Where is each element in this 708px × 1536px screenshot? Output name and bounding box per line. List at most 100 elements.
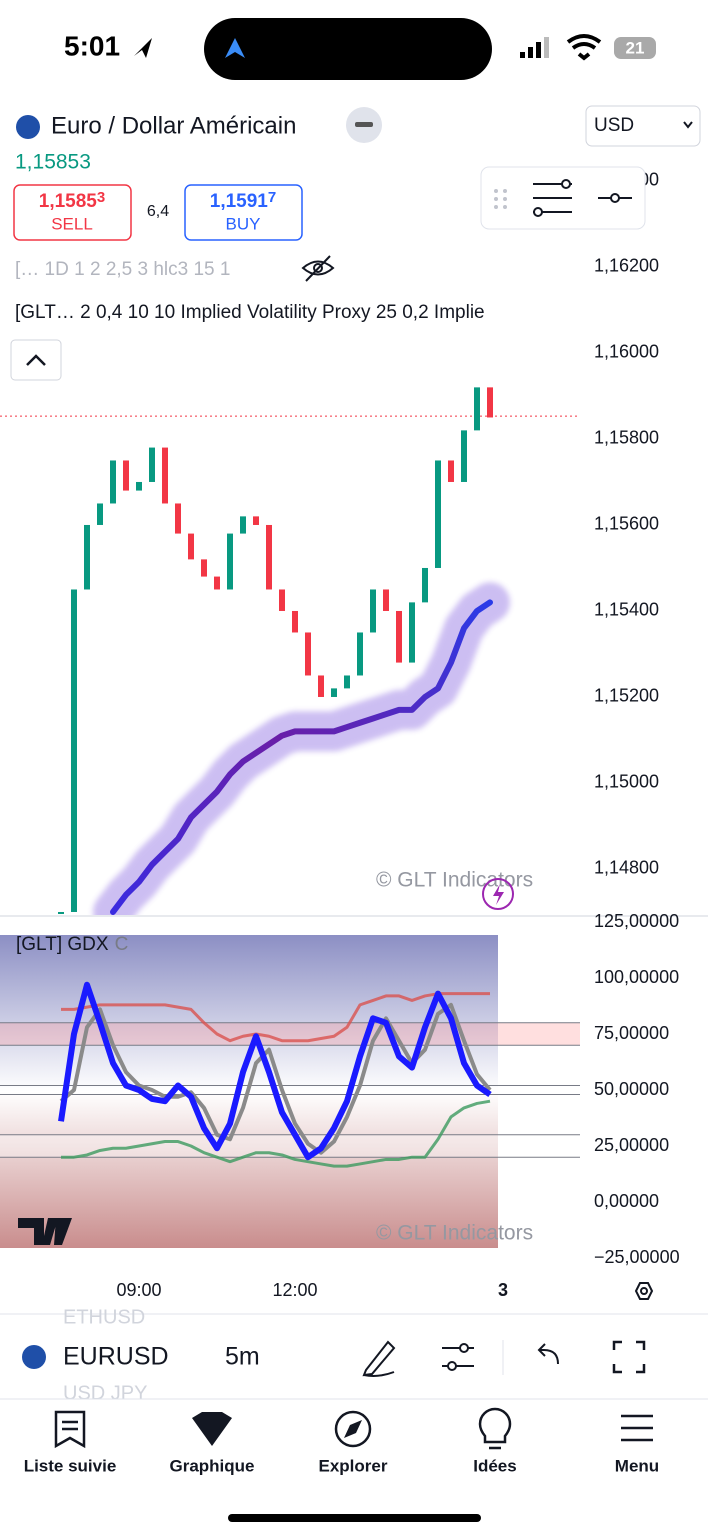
indicator-line (58, 981, 492, 1161)
y-tick-label: 1,16200 (594, 256, 659, 276)
watermark: © GLT Indicators (376, 1222, 533, 1245)
nav-label[interactable]: Explorer (319, 1456, 388, 1475)
buy-label: BUY (226, 214, 261, 233)
settings-icon[interactable] (533, 179, 572, 217)
candle (344, 675, 350, 689)
candle (188, 533, 194, 560)
bolt (493, 884, 504, 905)
x-tick-label: 12:00 (272, 1280, 317, 1300)
currency-select[interactable] (585, 105, 701, 147)
candle (123, 460, 129, 491)
location-icon (134, 38, 152, 58)
candle (370, 589, 376, 633)
buy-price: 1,15917 (210, 189, 276, 212)
candle (448, 460, 454, 482)
candle (201, 559, 207, 577)
y-tick-label: 125,00000 (594, 911, 679, 931)
y-tick-label: 1,15600 (594, 514, 659, 534)
watchlist-icon[interactable] (54, 1410, 86, 1449)
chevron-icon (26, 354, 46, 366)
candle (97, 503, 103, 525)
y-tick-label: 1,16000 (594, 342, 659, 362)
moving-average (110, 599, 493, 915)
indicator-line[interactable]: [GLT… 2 0,4 10 10 Implied Volatility Pro… (15, 302, 485, 323)
undo-icon[interactable] (537, 1343, 559, 1365)
candle (84, 524, 90, 590)
indicator-line (61, 992, 490, 1043)
symbol-name[interactable]: Euro / Dollar Américain (51, 112, 296, 139)
compass-needle (344, 1420, 362, 1438)
chart-icon[interactable] (192, 1412, 232, 1446)
buy-price-sup: 7 (268, 189, 276, 206)
price-pane (0, 387, 580, 915)
y-tick-label: 75,00000 (594, 1023, 669, 1043)
candle (162, 447, 168, 504)
currency: USD (594, 115, 634, 136)
indicators-icon[interactable] (442, 1343, 474, 1371)
draw-icon[interactable] (362, 1340, 396, 1377)
pane-title: [GLT] GDX C (16, 934, 128, 955)
study-line[interactable]: [… 1D 1 2 2,5 3 hlc3 15 1 (15, 259, 230, 280)
candle (435, 460, 441, 568)
y-tick-label: 1,14800 (594, 858, 659, 878)
y-tick-label: 0,00000 (594, 1191, 659, 1211)
expand-button[interactable] (10, 339, 62, 381)
candle (253, 516, 259, 525)
candle (149, 447, 155, 482)
toolbar-interval[interactable]: 5m (225, 1343, 260, 1371)
sell-price-sup: 3 (97, 189, 105, 206)
level-zone (0, 1085, 580, 1095)
home-indicator (228, 1514, 481, 1522)
sell-price: 1,15853 (39, 189, 105, 212)
collapse-icon (355, 122, 373, 127)
spread: 6,4 (147, 203, 169, 220)
candle (266, 524, 272, 590)
buy-price-main: 1,1591 (210, 191, 269, 212)
candle (227, 533, 233, 590)
candle (175, 503, 181, 534)
candle (461, 430, 467, 482)
alert-icon[interactable] (482, 878, 514, 910)
indicator-line (61, 1099, 491, 1168)
candle (279, 589, 285, 611)
explore-icon[interactable] (334, 1410, 372, 1448)
nav-label[interactable]: Idées (473, 1456, 516, 1475)
sell-label: SELL (51, 214, 93, 233)
candle (487, 387, 493, 418)
toolbar-symbol[interactable]: EURUSD (63, 1343, 169, 1371)
buy-button[interactable] (184, 184, 303, 241)
y-tick-label: 1,15400 (594, 600, 659, 620)
battery-icon (614, 37, 656, 59)
candle (318, 675, 324, 697)
x-tick-label: 09:00 (116, 1280, 161, 1300)
line-tool-icon[interactable] (598, 193, 632, 203)
candle (383, 589, 389, 611)
hide-icon[interactable] (301, 255, 335, 282)
fullscreen-icon[interactable] (612, 1340, 646, 1374)
drag-handle[interactable] (494, 189, 507, 209)
ghost-symbol: ETHUSD (63, 1306, 145, 1328)
sell-button[interactable] (13, 184, 132, 241)
ghost-symbol: USD JPY (63, 1382, 147, 1404)
moving-average-glow (93, 582, 510, 915)
flag-icon (16, 115, 40, 139)
candle (214, 576, 220, 590)
candle (136, 481, 142, 491)
nav-bar: Liste suivie Graphique Explorer Idées Menu (24, 1456, 660, 1475)
charts: 1,164001,162001,160001,158001,156001,154… (0, 170, 708, 1300)
nav-label[interactable]: Graphique (169, 1456, 254, 1475)
candle (58, 911, 64, 914)
candle (240, 516, 246, 534)
ideas-icon[interactable] (478, 1407, 512, 1450)
y-tick-label: 1,15200 (594, 686, 659, 706)
settings-hex[interactable] (634, 1282, 654, 1300)
nav-label[interactable]: Liste suivie (24, 1456, 117, 1475)
candle (409, 602, 415, 663)
menu-icon[interactable] (621, 1414, 653, 1442)
nav-label[interactable]: Menu (615, 1456, 659, 1475)
candle (474, 387, 480, 431)
battery-level: 21 (626, 38, 645, 57)
y-tick-label: 100,00000 (594, 967, 679, 987)
status-time: 5:01 (64, 30, 120, 61)
